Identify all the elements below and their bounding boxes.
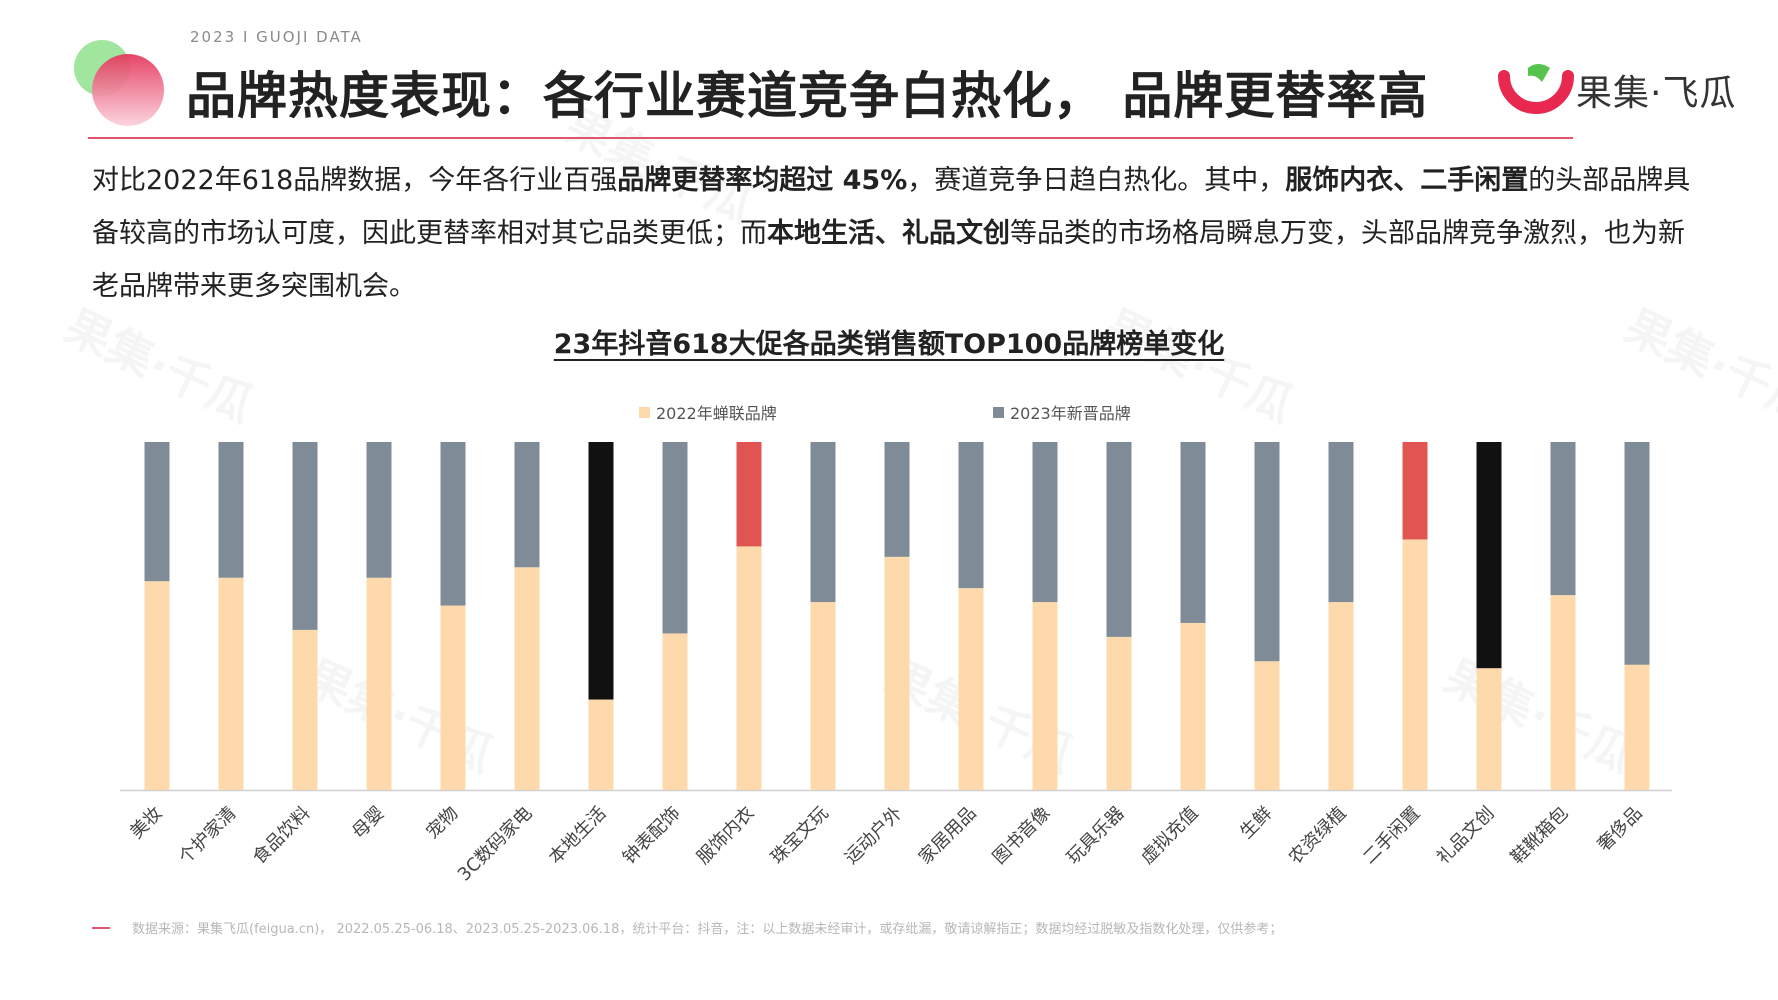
- bar-retained-18: [1402, 539, 1428, 790]
- bar-retained-4: [366, 577, 392, 790]
- bar-retained-21: [1624, 664, 1650, 790]
- legend-label-retained: 2022年蝉联品牌: [656, 404, 777, 423]
- bar-retained-6: [514, 567, 540, 790]
- bar-retained-1: [144, 581, 170, 790]
- bar-retained-5: [440, 605, 466, 790]
- x-tick-label: 玩具乐器: [1063, 803, 1129, 869]
- bar-new-11: [884, 442, 910, 557]
- legend-item-new: 2023年新晋品牌: [993, 400, 1131, 424]
- x-tick-label: 美妆: [126, 803, 166, 843]
- bar-new-15: [1180, 442, 1206, 623]
- bar-retained-15: [1180, 622, 1206, 790]
- x-tick-label: 本地生活: [545, 803, 611, 869]
- bar-new-17: [1328, 442, 1354, 603]
- bar-retained-19: [1476, 668, 1502, 790]
- x-tick-label: 虚拟充值: [1137, 803, 1203, 869]
- x-tick-label: 礼品文创: [1433, 803, 1499, 869]
- footnote-text: 数据来源：果集飞瓜(feigua.cn)， 2022.05.25-06.18、2…: [132, 922, 1283, 937]
- chart-title: 23年抖音618大促各品类销售额TOP100品牌榜单变化: [553, 329, 1225, 360]
- bar-retained-9: [736, 546, 762, 790]
- bar-new-9: [736, 442, 762, 547]
- bar-new-10: [810, 442, 836, 603]
- x-tick-label: 食品饮料: [249, 803, 315, 869]
- x-tick-label: 宠物: [422, 803, 462, 843]
- bar-retained-7: [588, 699, 614, 790]
- legend-swatch-retained: [639, 406, 650, 418]
- bar-retained-17: [1328, 602, 1354, 790]
- bar-new-14: [1106, 442, 1132, 637]
- bar-retained-20: [1550, 595, 1576, 790]
- bar-new-13: [1032, 442, 1058, 603]
- footnote: 数据来源：果集飞瓜(feigua.cn)， 2022.05.25-06.18、2…: [92, 918, 1282, 937]
- bar-retained-12: [958, 588, 984, 790]
- x-tick-label: 生鲜: [1236, 803, 1276, 843]
- bar-new-12: [958, 442, 984, 589]
- x-tick-label: 图书音像: [989, 803, 1055, 869]
- x-tick-label: 运动户外: [841, 803, 907, 869]
- header-topline: 2023 I GUOJI DATA: [190, 28, 363, 46]
- x-tick-label: 二手闲置: [1359, 803, 1425, 869]
- intro-paragraph: 对比2022年618品牌数据，今年各行业百强品牌更替率均超过 45%，赛道竞争日…: [92, 165, 1691, 302]
- bar-new-19: [1476, 442, 1502, 669]
- bar-retained-8: [662, 633, 688, 790]
- x-tick-label: 个护家清: [175, 803, 241, 869]
- bar-new-16: [1254, 442, 1280, 662]
- bar-new-5: [440, 442, 466, 606]
- bar-new-21: [1624, 442, 1650, 665]
- bar-retained-16: [1254, 661, 1280, 790]
- footnote-dash: [92, 926, 110, 929]
- bar-retained-11: [884, 556, 910, 790]
- x-tick-label: 农资绿植: [1285, 803, 1351, 869]
- header-divider: [88, 137, 1573, 139]
- bar-retained-10: [810, 602, 836, 790]
- legend-label-new: 2023年新晋品牌: [1010, 404, 1131, 423]
- bar-retained-14: [1106, 636, 1132, 790]
- x-tick-label: 鞋靴箱包: [1507, 803, 1573, 869]
- logo-text: 果集·飞瓜: [1576, 73, 1737, 114]
- bar-new-2: [218, 442, 244, 578]
- bar-new-7: [588, 442, 614, 700]
- x-tick-label: 珠宝文玩: [767, 803, 833, 869]
- bar-new-1: [144, 442, 170, 582]
- legend-item-retained: 2022年蝉联品牌: [639, 400, 777, 424]
- x-tick-label: 服饰内衣: [693, 803, 759, 869]
- x-tick-label: 奢侈品: [1594, 803, 1647, 856]
- bar-new-4: [366, 442, 392, 578]
- bar-new-6: [514, 442, 540, 568]
- bar-new-3: [292, 442, 318, 630]
- x-tick-label: 母婴: [348, 803, 388, 843]
- page-title: 品牌热度表现：各行业赛道竞争白热化， 品牌更替率高: [186, 67, 1429, 125]
- decorative-circles-icon: [74, 40, 164, 126]
- legend-swatch-new: [993, 406, 1004, 418]
- bar-retained-3: [292, 629, 318, 790]
- bar-retained-13: [1032, 602, 1058, 790]
- bar-retained-2: [218, 577, 244, 790]
- x-tick-label: 钟表配饰: [619, 803, 685, 869]
- x-tick-label: 3C数码家电: [454, 803, 537, 886]
- x-tick-label: 家居用品: [915, 803, 981, 869]
- bar-new-18: [1402, 442, 1428, 540]
- logo-icon: [1498, 64, 1574, 114]
- bar-new-8: [662, 442, 688, 634]
- bar-new-20: [1550, 442, 1576, 596]
